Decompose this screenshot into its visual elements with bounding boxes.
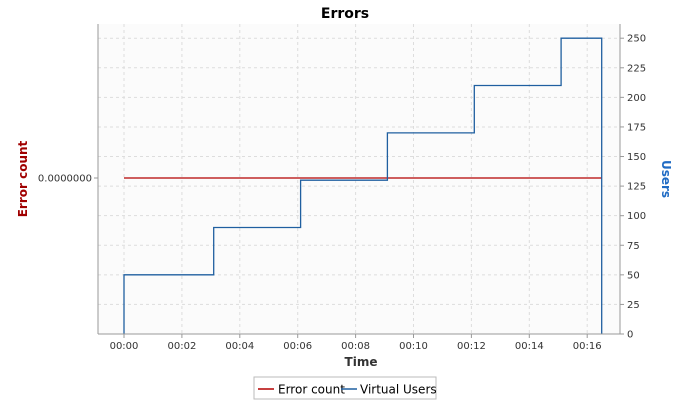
x-tick-label: 00:00 (110, 341, 139, 352)
y-right-tick-label: 50 (627, 270, 640, 281)
left-axis-title: Error count (16, 140, 30, 217)
y-right-tick-label: 75 (627, 241, 640, 252)
legend-box (253, 376, 437, 400)
x-tick-label: 00:10 (399, 341, 428, 352)
series-layer (123, 37, 603, 334)
plot-area (98, 24, 620, 334)
chart-legend: Error count Virtual Users (253, 376, 437, 400)
x-tick-label: 00:12 (457, 341, 486, 352)
right-axis-title: Users (659, 160, 673, 198)
chart-title: Errors (321, 6, 369, 22)
series-line-virtual-users (123, 37, 603, 334)
x-tick-label: 00:14 (515, 341, 544, 352)
y-right-tick-label: 25 (627, 300, 640, 311)
y-right-tick-label: 125 (627, 182, 646, 193)
y-right-tick-label: 175 (627, 122, 646, 133)
legend-label-virtual-users: Virtual Users (360, 383, 437, 397)
x-axis-ticks: 00:00 00:02 00:04 00:06 00:08 00:10 00:12 00:14… (110, 334, 602, 352)
x-tick-label: 00:16 (573, 341, 602, 352)
y-right-tick-label: 225 (627, 63, 646, 74)
grid-lines (98, 24, 620, 334)
y-right-tick-label: 0 (627, 330, 633, 341)
legend-label-error-count: Error count (278, 383, 345, 397)
y-right-tick-label: 200 (627, 93, 646, 104)
y-left-tick-label: 0.0000000 (38, 174, 92, 185)
right-axis-ticks: 0 25 50 75 100 125 150 175 200 225 250 (620, 34, 646, 341)
left-axis-ticks: 0.0000000 (38, 174, 98, 185)
x-axis-title: Time (345, 355, 378, 369)
x-tick-label: 00:02 (167, 341, 196, 352)
x-tick-label: 00:06 (283, 341, 312, 352)
x-tick-label: 00:08 (341, 341, 370, 352)
y-right-tick-label: 250 (627, 34, 646, 45)
y-right-tick-label: 150 (627, 152, 646, 163)
x-tick-label: 00:04 (225, 341, 254, 352)
y-right-tick-label: 100 (627, 211, 646, 222)
